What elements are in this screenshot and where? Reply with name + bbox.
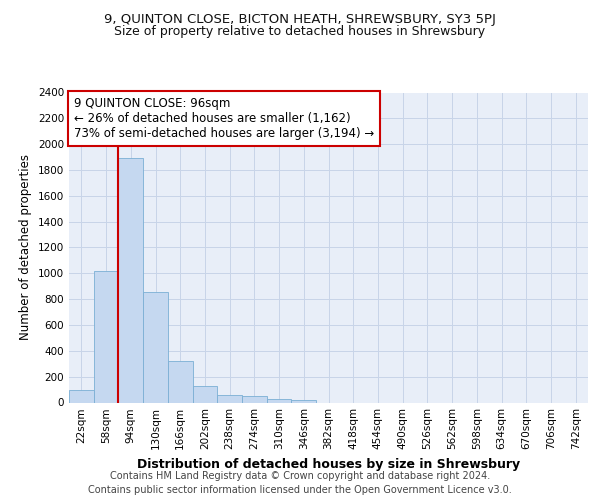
Bar xyxy=(143,292,168,403)
X-axis label: Distribution of detached houses by size in Shrewsbury: Distribution of detached houses by size … xyxy=(137,458,520,471)
Bar xyxy=(168,361,193,403)
Bar xyxy=(217,395,242,402)
Bar xyxy=(69,390,94,402)
Bar xyxy=(267,398,292,402)
Y-axis label: Number of detached properties: Number of detached properties xyxy=(19,154,32,340)
Text: Size of property relative to detached houses in Shrewsbury: Size of property relative to detached ho… xyxy=(115,25,485,38)
Bar xyxy=(292,400,316,402)
Text: 9, QUINTON CLOSE, BICTON HEATH, SHREWSBURY, SY3 5PJ: 9, QUINTON CLOSE, BICTON HEATH, SHREWSBU… xyxy=(104,12,496,26)
Bar xyxy=(242,396,267,402)
Bar xyxy=(94,271,118,402)
Bar xyxy=(118,158,143,402)
Text: Contains HM Land Registry data © Crown copyright and database right 2024.
Contai: Contains HM Land Registry data © Crown c… xyxy=(88,471,512,495)
Text: 9 QUINTON CLOSE: 96sqm
← 26% of detached houses are smaller (1,162)
73% of semi-: 9 QUINTON CLOSE: 96sqm ← 26% of detached… xyxy=(74,97,374,140)
Bar xyxy=(193,386,217,402)
